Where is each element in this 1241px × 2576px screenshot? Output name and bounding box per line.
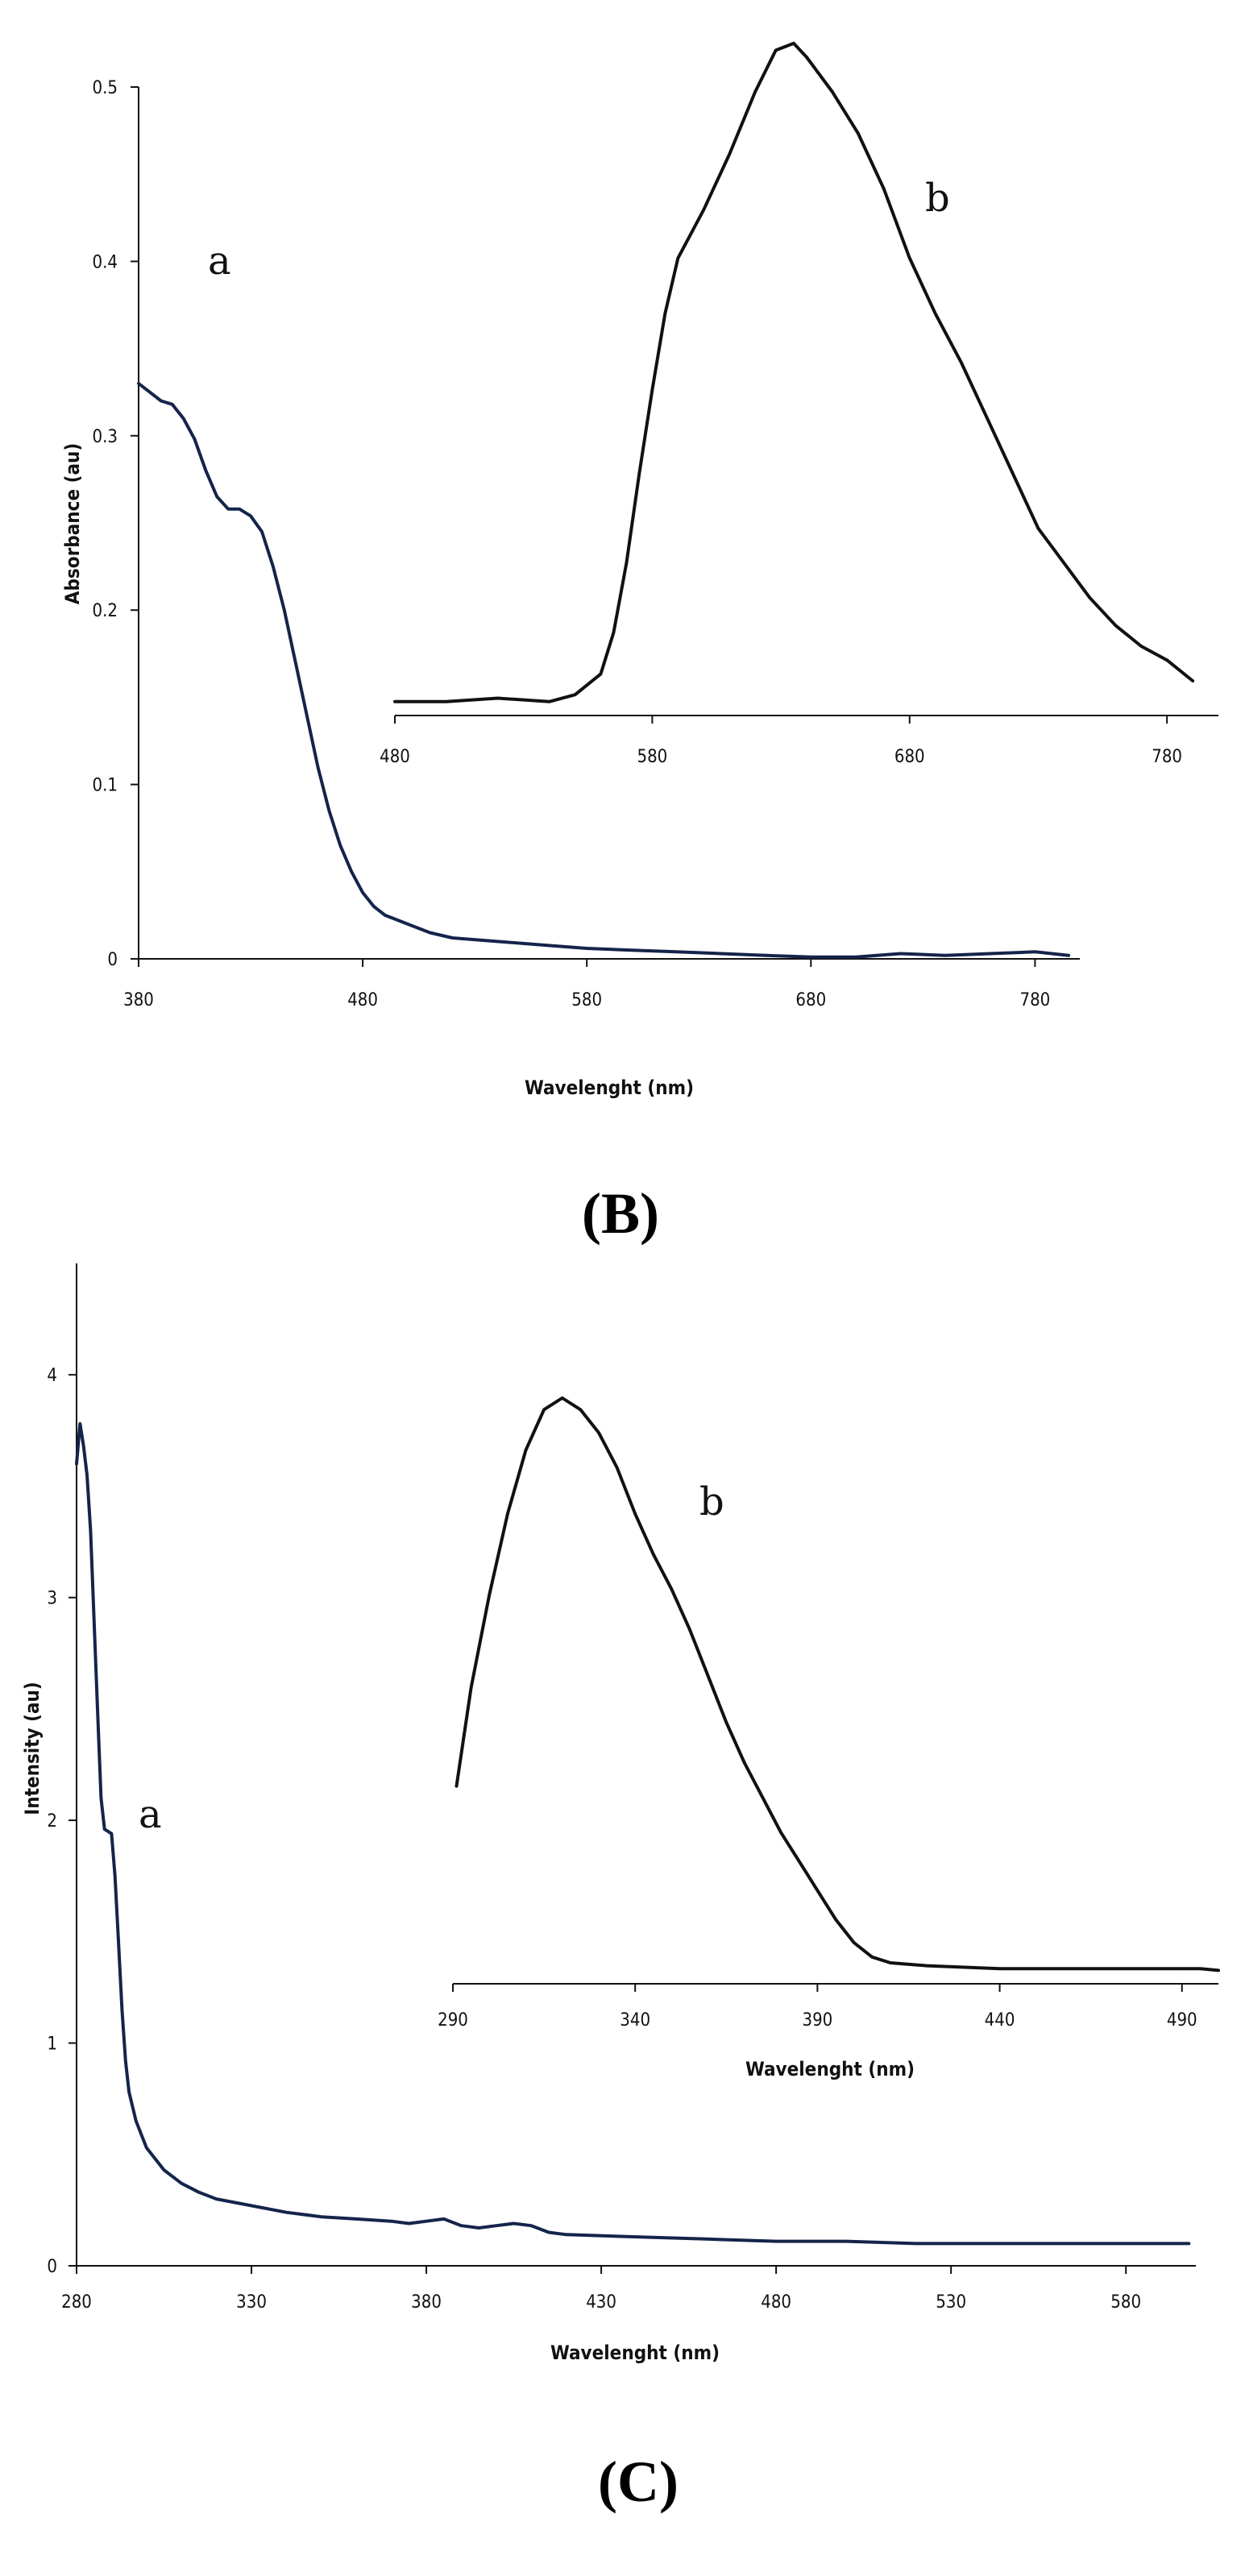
x-tick-label: 280 bbox=[61, 2292, 92, 2313]
y-tick-label: 0.1 bbox=[93, 776, 118, 796]
series-line-b bbox=[454, 1396, 1220, 1972]
panel-c-inset-chart: 290 340 390 440 490 Wavelenght (nm) b bbox=[438, 1396, 1220, 2080]
series-line-b bbox=[393, 41, 1195, 703]
x-tick-label: 480 bbox=[380, 747, 410, 767]
x-tick-label: 680 bbox=[795, 990, 826, 1010]
b-inset-x-ticks: 480 580 680 780 bbox=[380, 716, 1182, 767]
x-tick-label: 580 bbox=[1110, 2292, 1141, 2313]
c-main-series bbox=[75, 1422, 1191, 2246]
x-tick-label: 290 bbox=[438, 2010, 468, 2031]
y-tick-label: 0.4 bbox=[93, 252, 118, 272]
y-tick-label: 0 bbox=[107, 950, 118, 970]
b-main-x-ticks: 380 480 580 680 780 bbox=[123, 959, 1050, 1010]
x-tick-label: 490 bbox=[1167, 2010, 1197, 2031]
x-tick-label: 430 bbox=[586, 2292, 616, 2313]
x-tick-label: 780 bbox=[1019, 990, 1050, 1010]
c-main-curve-label-a: a bbox=[139, 1792, 162, 1837]
b-main-y-ticks: 0 0.1 0.2 0.3 0.4 0.5 bbox=[93, 78, 139, 970]
c-main-x-ticks: 280 330 380 430 480 530 580 bbox=[61, 2266, 1141, 2313]
y-tick-label: 0 bbox=[47, 2257, 57, 2277]
c-main-x-axis-title: Wavelenght (nm) bbox=[550, 2342, 720, 2364]
b-main-series bbox=[137, 381, 1071, 959]
b-main-y-axis-title: Absorbance (au) bbox=[61, 443, 84, 605]
c-main-y-axis-title: Intensity (au) bbox=[21, 1682, 44, 1815]
x-tick-label: 580 bbox=[571, 990, 602, 1010]
panel-b-inset-chart: 480 580 680 780 b bbox=[380, 41, 1218, 767]
y-tick-label: 4 bbox=[47, 1366, 57, 1386]
b-main-curve-label-a: a bbox=[208, 239, 231, 284]
c-inset-series bbox=[454, 1396, 1220, 1972]
x-tick-label: 480 bbox=[761, 2292, 791, 2313]
y-tick-label: 3 bbox=[47, 1589, 57, 1609]
y-tick-label: 0.3 bbox=[93, 427, 118, 447]
panel-b-main-chart: 380 480 580 680 780 0 0.1 0.2 0.3 0.4 0.5 Wavelen… bbox=[61, 78, 1080, 1099]
c-main-y-ticks: 0 1 2 3 4 bbox=[47, 1366, 77, 2277]
series-line-a bbox=[75, 1422, 1191, 2246]
x-tick-label: 380 bbox=[123, 990, 154, 1010]
y-tick-label: 2 bbox=[47, 1811, 57, 1831]
x-tick-label: 780 bbox=[1152, 747, 1182, 767]
y-tick-label: 0.2 bbox=[93, 601, 118, 621]
panel-label-b: (B) bbox=[582, 1181, 659, 1246]
panel-c-main-chart: 280 330 380 430 480 530 580 0 1 2 3 4 Wavelenght (… bbox=[21, 1263, 1196, 2364]
x-tick-label: 680 bbox=[894, 747, 925, 767]
x-tick-label: 390 bbox=[802, 2010, 832, 2031]
x-tick-label: 480 bbox=[347, 990, 378, 1010]
y-tick-label: 1 bbox=[47, 2035, 57, 2055]
series-line-a bbox=[137, 381, 1071, 959]
x-tick-label: 440 bbox=[985, 2010, 1015, 2031]
x-tick-label: 580 bbox=[637, 747, 667, 767]
panel-label-c: (C) bbox=[598, 2449, 679, 2514]
c-inset-curve-label-b: b bbox=[699, 1479, 724, 1524]
b-inset-series bbox=[393, 41, 1195, 703]
c-inset-x-axis-title: Wavelenght (nm) bbox=[745, 2058, 915, 2080]
x-tick-label: 330 bbox=[236, 2292, 267, 2313]
y-tick-label: 0.5 bbox=[93, 78, 118, 98]
b-inset-curve-label-b: b bbox=[925, 176, 950, 221]
x-tick-label: 380 bbox=[411, 2292, 442, 2313]
b-main-x-axis-title: Wavelenght (nm) bbox=[525, 1076, 694, 1099]
x-tick-label: 340 bbox=[620, 2010, 650, 2031]
x-tick-label: 530 bbox=[936, 2292, 966, 2313]
c-inset-x-ticks: 290 340 390 440 490 bbox=[438, 1984, 1197, 2031]
